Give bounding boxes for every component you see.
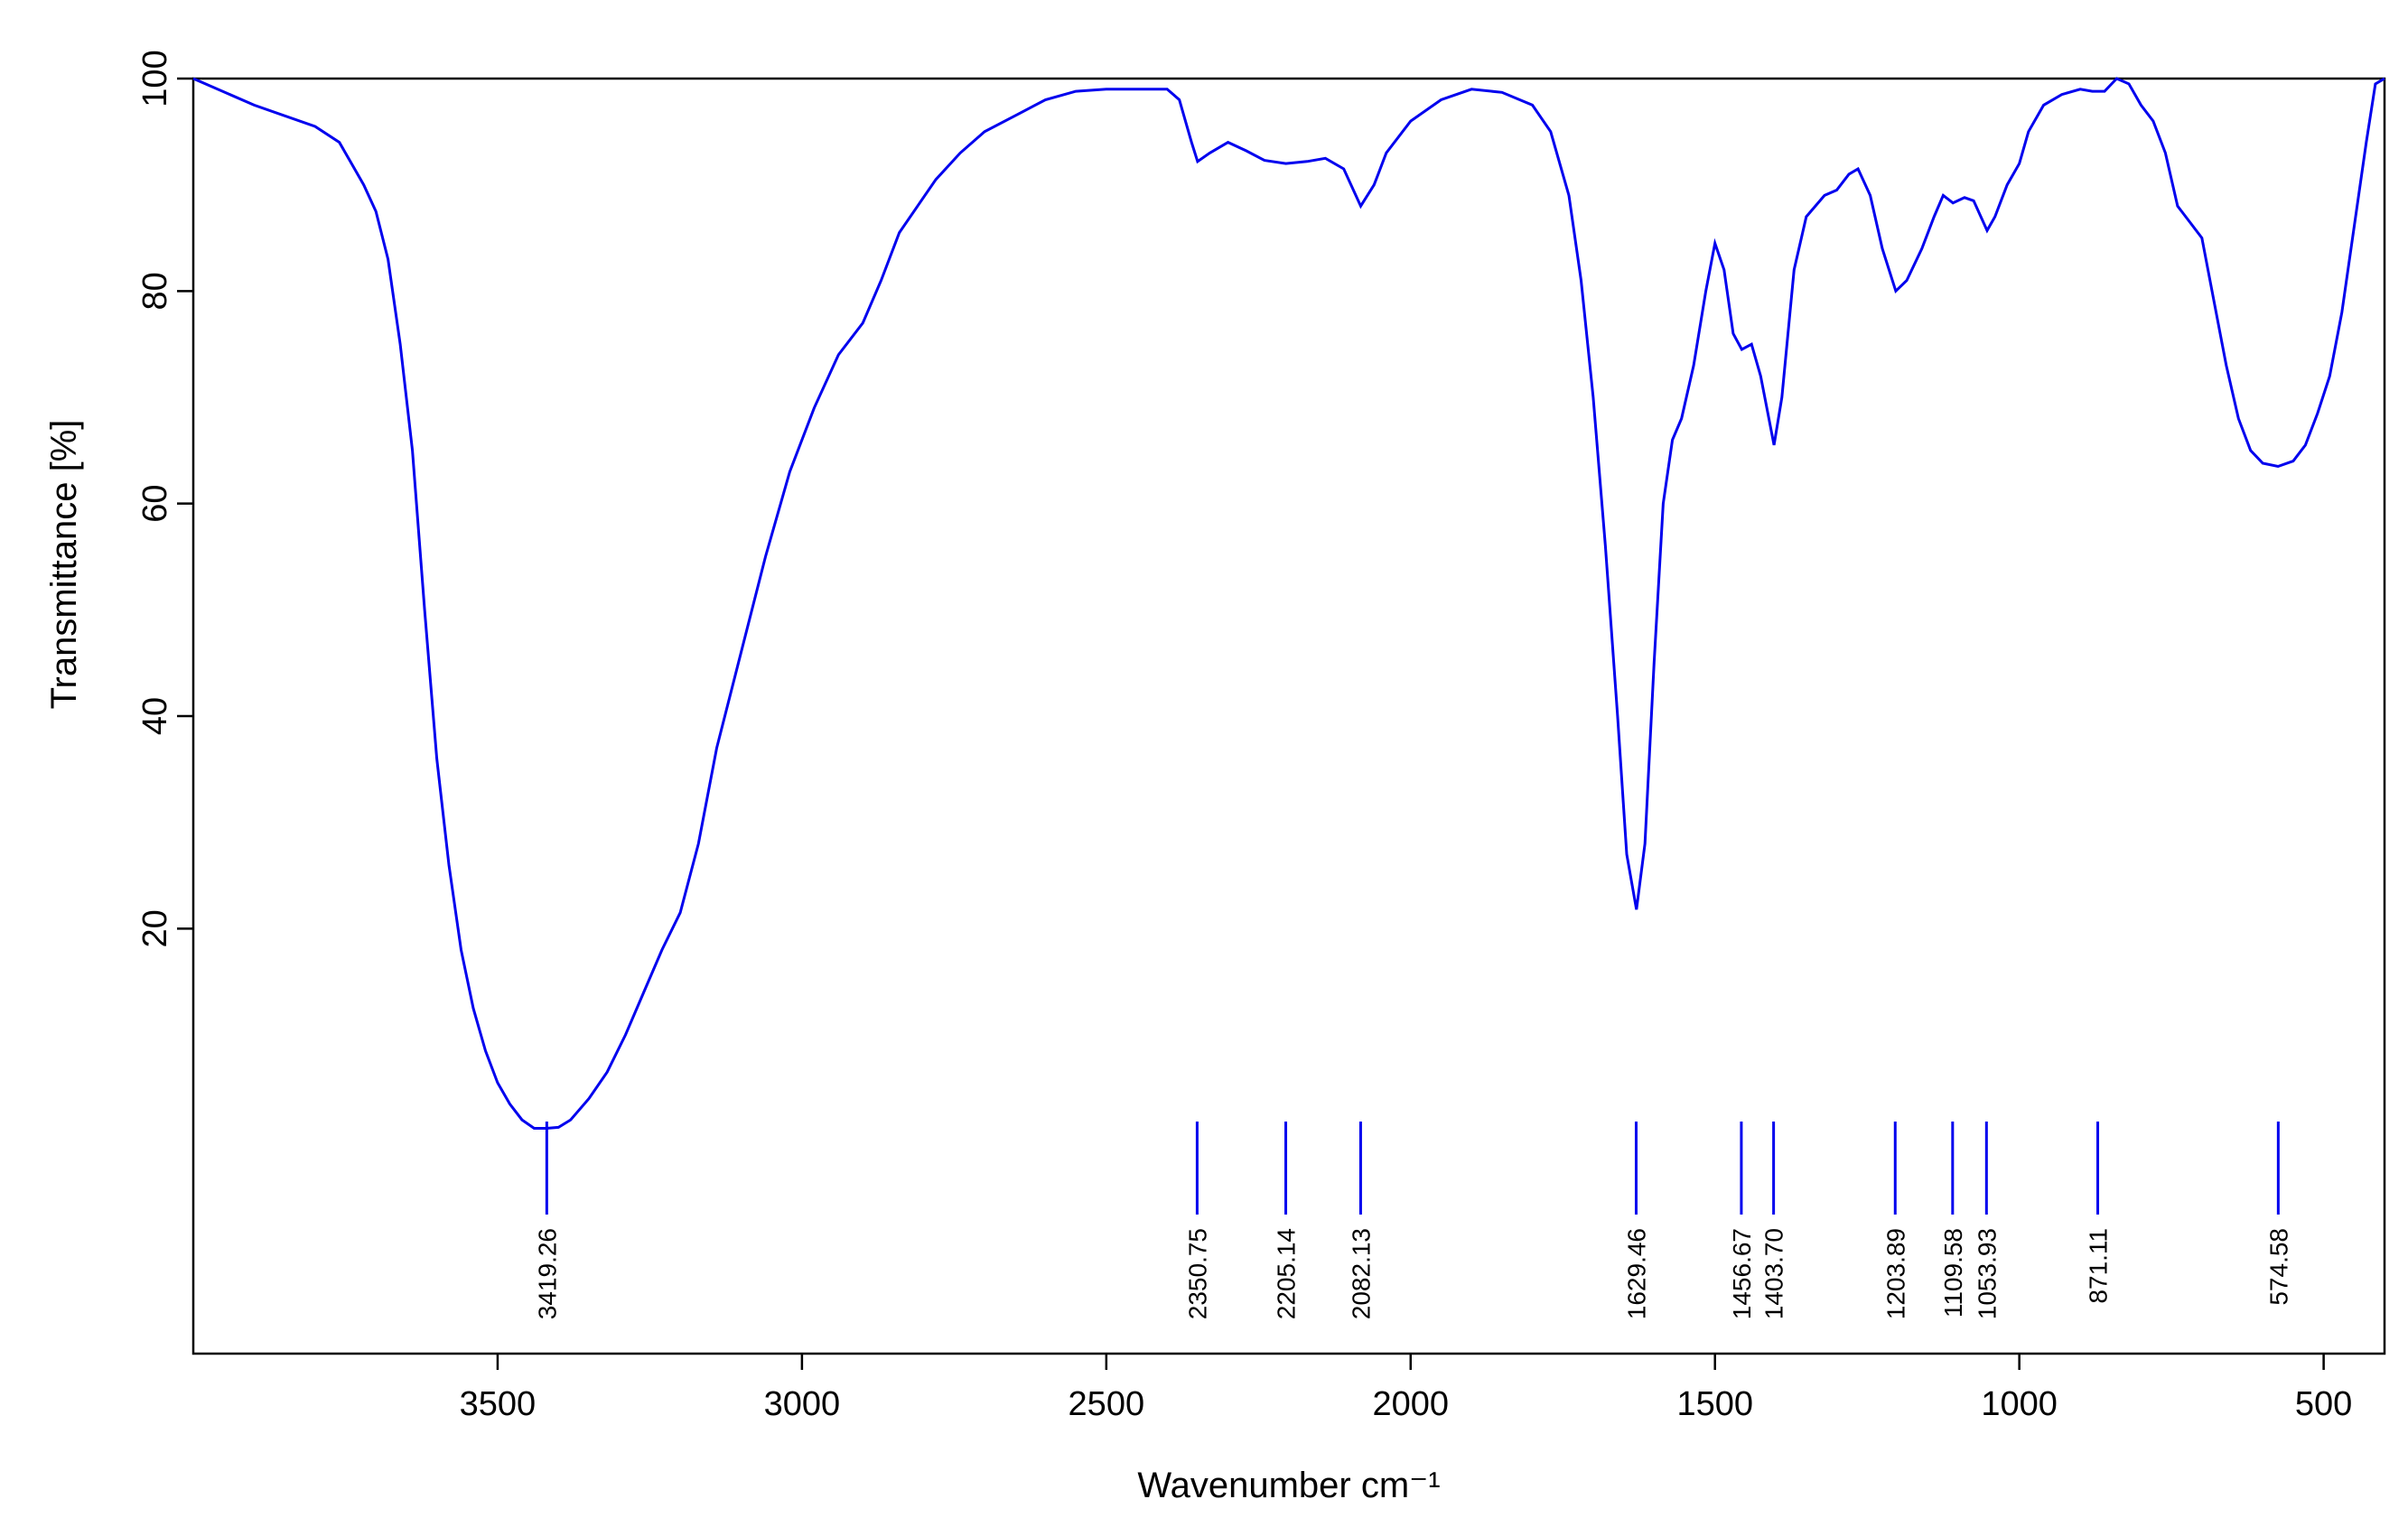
peak-label: 1629.46 — [1622, 1228, 1650, 1319]
peak-label: 3419.26 — [533, 1228, 561, 1319]
peak-label: 1053.93 — [1973, 1228, 2001, 1319]
peak-label: 2350.75 — [1183, 1228, 1211, 1319]
x-tick-label: 3000 — [764, 1385, 841, 1423]
peak-markers: 3419.26 2350.75 2205.14 2082.13 1629.46 1456.… — [533, 1122, 2292, 1319]
x-tick-label: 1000 — [1981, 1385, 2058, 1423]
peak-label: 574.58 — [2264, 1228, 2292, 1306]
spectrum-line — [192, 77, 2385, 1130]
y-axis: 20 40 60 80 100 — [136, 50, 193, 947]
y-tick-label: 40 — [136, 697, 174, 735]
x-tick-label: 1500 — [1676, 1385, 1753, 1423]
plot-frame — [191, 77, 2386, 1355]
x-axis: 3500 3000 2500 2000 1500 1000 500 — [460, 1354, 2352, 1423]
peak-label: 1456.67 — [1728, 1228, 1756, 1319]
x-tick-label: 3500 — [460, 1385, 537, 1423]
x-axis-title: Wavenumber cm⁻¹ — [1137, 1466, 1440, 1505]
x-tick-label: 2500 — [1069, 1385, 1145, 1423]
y-tick-label: 60 — [136, 485, 174, 523]
y-tick-label: 100 — [136, 50, 174, 107]
y-axis-title: Transmittance [%] — [44, 420, 84, 710]
x-tick-label: 500 — [2295, 1385, 2352, 1423]
y-tick-label: 20 — [136, 909, 174, 947]
peak-label: 2082.13 — [1347, 1228, 1375, 1319]
peak-label: 1203.89 — [1881, 1228, 1909, 1319]
peak-label: 1109.58 — [1939, 1228, 1967, 1318]
peak-label: 2205.14 — [1273, 1228, 1301, 1319]
peak-label: 871.11 — [2085, 1228, 2113, 1304]
peak-label: 1403.70 — [1760, 1228, 1788, 1319]
y-tick-label: 80 — [136, 272, 174, 310]
x-tick-label: 2000 — [1373, 1385, 1450, 1423]
